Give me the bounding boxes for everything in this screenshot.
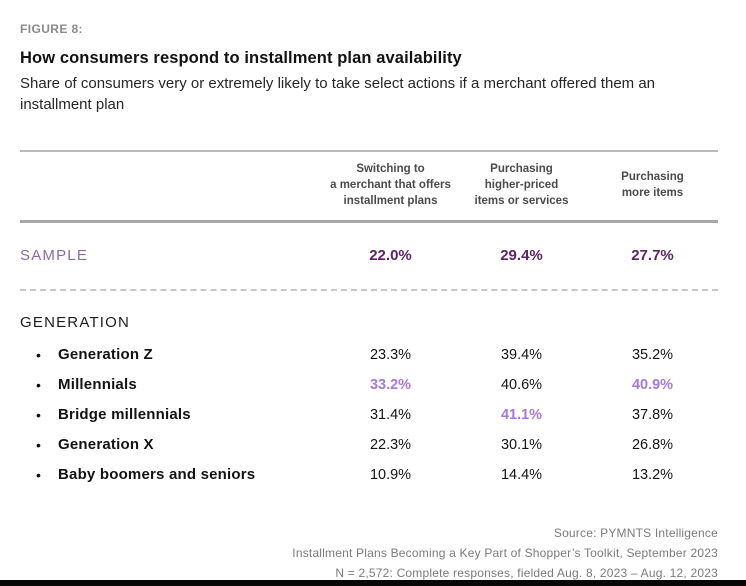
column-header-switching: Switching to a merchant that offers inst…: [330, 162, 451, 207]
cell-value: 39.4%: [500, 346, 543, 363]
cell-value: 13.2%: [631, 466, 674, 483]
cell-value: 22.3%: [369, 436, 412, 453]
source-footer: Source: PYMNTS Intelligence Installment …: [0, 523, 746, 583]
row-label: Baby boomers and seniors: [58, 466, 256, 484]
sample-row: SAMPLE 22.0% 29.4% 27.7%: [20, 223, 718, 289]
column-header-row: Switching to a merchant that offers inst…: [20, 152, 718, 220]
table-row-baby-boomers: • Baby boomers and seniors 10.9% 14.4% 1…: [20, 460, 718, 490]
header-bottom-rule: [20, 219, 718, 223]
table-row-generation-x: • Generation X 22.3% 30.1% 26.8%: [20, 430, 718, 460]
sample-value-higher-priced: 29.4%: [500, 247, 543, 265]
column-header-higher-priced: Purchasing higher-priced items or servic…: [474, 162, 569, 207]
sample-size-line: N = 2,572: Complete responses, fielded A…: [335, 565, 718, 580]
cell-value: 23.3%: [369, 346, 412, 363]
bullet-icon: •: [36, 406, 41, 423]
figure-title: How consumers respond to installment pla…: [20, 49, 462, 67]
cell-value: 26.8%: [631, 436, 674, 453]
figure-header: FIGURE 8: How consumers respond to insta…: [0, 0, 746, 116]
row-label-cell: • Generation Z: [20, 346, 325, 363]
cell-value: 40.6%: [500, 376, 543, 393]
cell-value: 40.9%: [631, 376, 674, 393]
cell-value: 30.1%: [500, 436, 543, 453]
table-row-generation-z: • Generation Z 23.3% 39.4% 35.2%: [20, 340, 718, 370]
row-label: Generation Z: [58, 346, 153, 364]
cell-value: 37.8%: [631, 406, 674, 423]
figure-subtitle: Share of consumers very or extremely lik…: [20, 75, 656, 114]
bullet-icon: •: [36, 346, 41, 363]
row-label-cell: • Baby boomers and seniors: [20, 466, 325, 483]
column-header-more-items: Purchasing more items: [621, 170, 684, 199]
generation-section-label: GENERATION: [20, 313, 131, 331]
cell-value: 31.4%: [369, 406, 412, 423]
figure-number-label: FIGURE 8:: [20, 22, 83, 36]
row-label: Bridge millennials: [58, 406, 191, 424]
sample-row-label: SAMPLE: [20, 247, 89, 265]
row-label-cell: • Bridge millennials: [20, 406, 325, 423]
cell-value: 10.9%: [369, 466, 412, 483]
cell-value: 33.2%: [369, 376, 412, 393]
bullet-icon: •: [36, 376, 41, 393]
bullet-icon: •: [36, 466, 41, 483]
sample-value-more-items: 27.7%: [631, 247, 674, 265]
source-line: Source: PYMNTS Intelligence: [553, 525, 718, 540]
report-title-line: Installment Plans Becoming a Key Part of…: [292, 545, 718, 560]
row-label: Generation X: [58, 436, 154, 454]
sample-value-switching: 22.0%: [369, 247, 412, 265]
bottom-black-bar: [0, 580, 746, 586]
generation-rows: • Generation Z 23.3% 39.4% 35.2% • Mille…: [20, 340, 718, 490]
data-table: Switching to a merchant that offers inst…: [20, 149, 718, 490]
dotted-divider: [20, 288, 718, 291]
table-row-bridge-millennials: • Bridge millennials 31.4% 41.1% 37.8%: [20, 400, 718, 430]
row-label-cell: • Generation X: [20, 436, 325, 453]
cell-value: 41.1%: [500, 406, 543, 423]
top-rule: [20, 149, 718, 152]
table-row-millennials: • Millennials 33.2% 40.6% 40.9%: [20, 370, 718, 400]
cell-value: 14.4%: [500, 466, 543, 483]
bullet-icon: •: [36, 436, 41, 453]
cell-value: 35.2%: [631, 346, 674, 363]
row-label: Millennials: [58, 376, 137, 394]
row-label-cell: • Millennials: [20, 376, 325, 393]
